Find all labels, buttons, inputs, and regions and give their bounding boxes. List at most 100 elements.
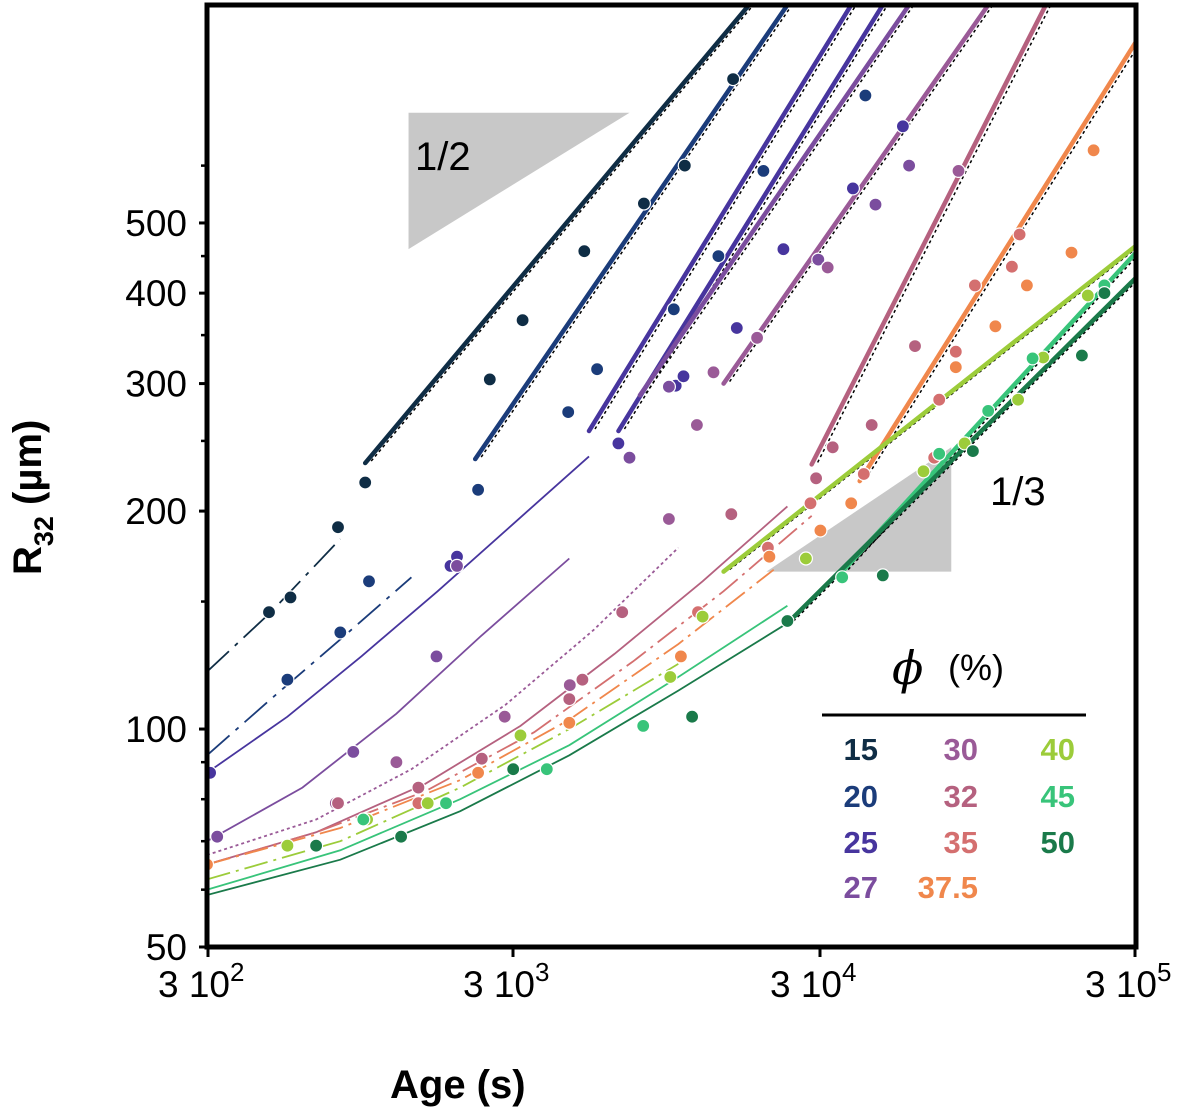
reference-line-10 <box>792 280 1136 622</box>
point-phi-20-0 <box>280 672 295 687</box>
point-phi-25-7 <box>776 242 791 257</box>
legend-entry-phi-37_5: 37.5 <box>918 870 978 905</box>
point-phi-27-9 <box>901 158 917 173</box>
x-tick-label-1: 3 103 <box>463 957 549 1005</box>
legend-entry-phi-15: 15 <box>844 732 878 767</box>
point-phi-32-9 <box>864 417 879 433</box>
point-phi-30-8 <box>820 260 835 275</box>
slope-label-half: 1/2 <box>415 135 471 179</box>
point-phi-37_5-2 <box>562 715 577 730</box>
point-phi-40-3 <box>513 728 528 743</box>
power-fit-phi-50 <box>785 275 1136 626</box>
x-tick-label-0: 3 102 <box>158 957 244 1005</box>
plot-frame <box>204 2 1139 950</box>
point-phi-37_5-10 <box>1064 245 1079 260</box>
point-phi-37_5-11 <box>1086 143 1101 158</box>
point-phi-50-4 <box>780 613 795 629</box>
x-axis-ticks: 3 102 3 103 3 104 3 105 <box>158 947 1171 1005</box>
point-phi-20-5 <box>589 362 605 377</box>
data-points <box>207 71 1112 872</box>
point-phi-50-1 <box>394 829 409 844</box>
point-phi-30-9 <box>951 163 966 178</box>
point-phi-15-6 <box>577 244 592 259</box>
point-phi-15-2 <box>330 520 346 535</box>
fit-curves <box>207 455 813 896</box>
point-phi-32-10 <box>907 339 923 354</box>
point-phi-25-5 <box>676 369 691 384</box>
fit-curve-phi-35 <box>207 515 813 866</box>
point-phi-20-4 <box>561 405 576 420</box>
point-phi-15-9 <box>725 71 741 87</box>
point-phi-20-9 <box>858 88 873 103</box>
legend-entry-phi-50: 50 <box>1041 825 1075 860</box>
point-phi-40-4 <box>663 669 678 685</box>
point-phi-20-2 <box>361 574 377 589</box>
fit-curve-phi-50 <box>207 622 788 896</box>
point-phi-30-2 <box>497 709 512 724</box>
point-phi-50-6 <box>965 444 981 459</box>
point-phi-37_5-8 <box>988 319 1003 334</box>
legend-entry-phi-25: 25 <box>844 825 878 860</box>
point-phi-27-3 <box>449 558 465 574</box>
point-phi-27-5 <box>661 379 677 394</box>
point-phi-15-0 <box>261 605 277 620</box>
y-tick-label-500: 500 <box>125 203 187 244</box>
point-phi-40-6 <box>798 551 814 566</box>
point-phi-50-5 <box>875 568 890 583</box>
point-phi-40-7 <box>916 464 931 479</box>
legend-phi-symbol: ϕ <box>892 641 923 695</box>
point-phi-35-10 <box>1004 259 1020 274</box>
legend-entry-phi-32: 32 <box>944 779 978 814</box>
point-phi-20-7 <box>711 249 726 264</box>
point-phi-15-8 <box>677 158 692 173</box>
point-phi-45-2 <box>539 762 554 777</box>
fit-curve-phi-15 <box>207 538 341 673</box>
power-fit-phi-27 <box>637 5 912 398</box>
point-phi-45-1 <box>438 796 454 811</box>
point-phi-50-8 <box>1097 286 1112 301</box>
power-fit-phi-25 <box>586 5 854 434</box>
point-phi-30-3 <box>562 677 577 693</box>
point-phi-27-2 <box>429 649 444 664</box>
point-phi-37_5-5 <box>813 523 828 538</box>
point-phi-15-1 <box>283 590 298 605</box>
reference-line-4 <box>645 5 915 394</box>
fit-curve-phi-25 <box>207 455 590 774</box>
point-phi-35-4 <box>803 496 818 511</box>
point-phi-32-0 <box>330 796 346 811</box>
reference-line-2 <box>594 5 857 430</box>
point-phi-20-1 <box>333 625 348 640</box>
legend: ϕ (%) 15 20 25 27 30 32 35 37.5 40 45 50 <box>822 641 1086 905</box>
legend-entry-phi-20: 20 <box>844 779 878 814</box>
point-phi-35-8 <box>948 344 963 359</box>
legend-entry-phi-30: 30 <box>944 732 978 767</box>
point-phi-45-3 <box>636 718 651 734</box>
x-tick-label-2: 3 104 <box>770 957 856 1005</box>
reference-line-7 <box>865 47 1136 480</box>
point-phi-20-6 <box>666 302 681 317</box>
plot-area <box>207 5 1136 896</box>
y-tick-label-50: 50 <box>146 927 187 968</box>
point-phi-32-5 <box>615 605 630 620</box>
slope-label-third: 1/3 <box>990 470 1046 514</box>
point-phi-45-0 <box>356 812 371 827</box>
power-fit-phi-15 <box>362 5 752 466</box>
point-phi-37_5-4 <box>762 549 777 564</box>
point-phi-37_5-7 <box>948 360 963 375</box>
power-fit-phi-37_5 <box>857 39 1136 484</box>
y-axis-ticks: 50 100 200 300 400 500 <box>125 164 207 968</box>
legend-entry-phi-27: 27 <box>844 870 878 905</box>
point-phi-30-5 <box>689 417 705 433</box>
fit-curve-phi-37_5 <box>207 568 775 866</box>
point-phi-45-4 <box>835 570 850 585</box>
y-tick-label-400: 400 <box>125 273 187 314</box>
point-phi-15-4 <box>482 372 497 387</box>
point-phi-40-2 <box>420 796 435 811</box>
point-phi-37_5-9 <box>1019 278 1035 293</box>
point-phi-32-6 <box>724 507 739 522</box>
point-phi-40-11 <box>1080 288 1095 303</box>
slope-triangles: 1/2 1/3 <box>408 112 1046 572</box>
point-phi-32-2 <box>474 751 489 766</box>
point-phi-45-6 <box>981 403 996 418</box>
